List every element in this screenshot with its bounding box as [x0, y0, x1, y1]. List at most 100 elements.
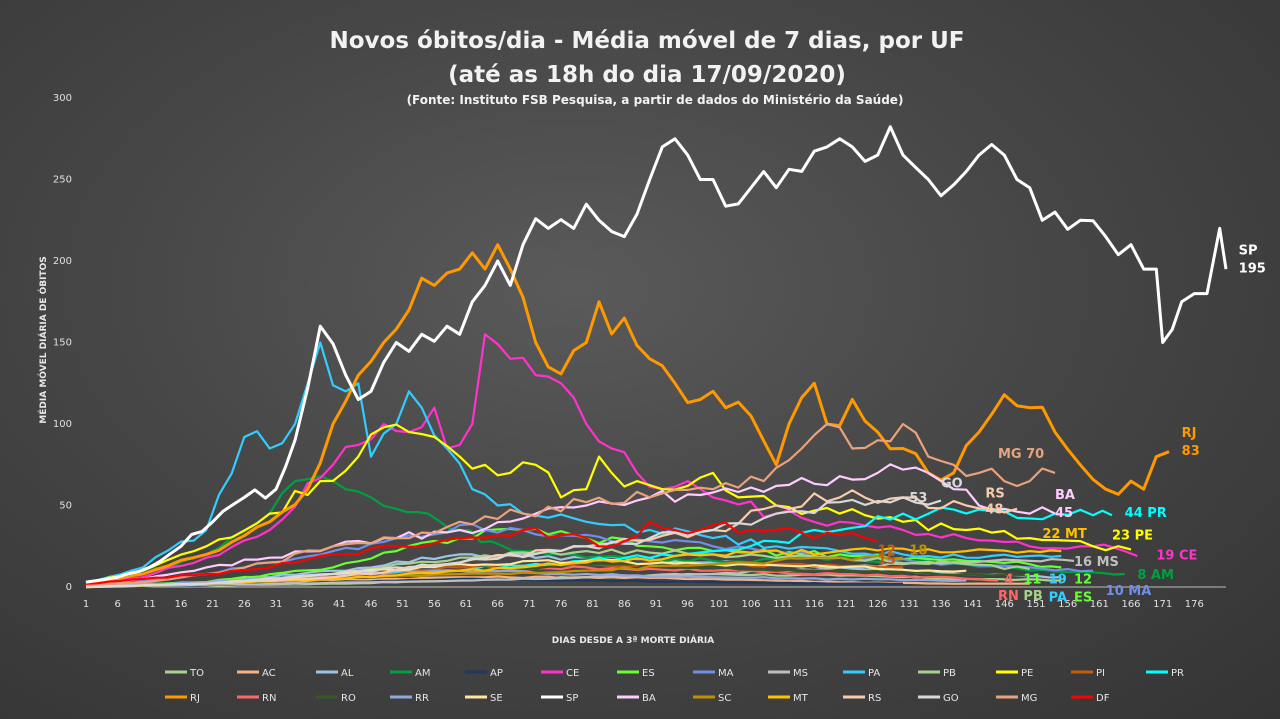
- x-tick-label: 111: [773, 599, 792, 610]
- y-tick-label: 200: [53, 256, 72, 267]
- x-tick-label: 56: [428, 599, 441, 610]
- x-tick-label: 81: [586, 599, 599, 610]
- end-label: RN: [998, 589, 1019, 604]
- y-tick-label: 50: [59, 501, 72, 512]
- y-axis-label: MÉDIA MÓVEL DIÁRIA DE ÓBITOS: [37, 256, 49, 423]
- legend-label: RS: [868, 693, 881, 704]
- series-line-rr: [85, 569, 967, 589]
- legend-label: RJ: [190, 693, 200, 704]
- x-tick-label: 71: [523, 599, 536, 610]
- x-tick-label: 161: [1090, 599, 1109, 610]
- x-tick-label: 131: [900, 599, 919, 610]
- x-tick-label: 171: [1153, 599, 1172, 610]
- legend-label: MS: [793, 668, 808, 679]
- y-tick-label: 0: [66, 582, 72, 593]
- x-tick-label: 151: [1026, 599, 1045, 610]
- y-tick-label: 250: [53, 175, 72, 186]
- legend-label: SC: [718, 693, 731, 704]
- end-label-value: 195: [1239, 261, 1266, 276]
- legend-label: PA: [868, 668, 880, 679]
- x-tick-label: 41: [333, 599, 346, 610]
- x-axis-label: DIAS DESDE A 3ª MORTE DIÁRIA: [552, 634, 714, 646]
- y-tick-label: 150: [53, 338, 72, 349]
- x-tick-label: 76: [555, 599, 568, 610]
- x-tick-label: 6: [114, 599, 120, 610]
- x-axis-ticks: 1 6 11 16 21 26 31 36 41 46 51 56 61 66 71 76 81 86 91 96 10…: [83, 599, 1204, 610]
- x-tick-label: 21: [206, 599, 219, 610]
- end-label: PA: [1049, 591, 1067, 606]
- legend-label: DF: [1096, 693, 1110, 704]
- legend-label: TO: [189, 668, 204, 679]
- legend-label: RR: [415, 693, 429, 704]
- legend-label: PI: [1096, 668, 1105, 679]
- end-label: 22 MT: [1042, 527, 1087, 542]
- x-tick-label: 51: [396, 599, 409, 610]
- series-line-sp: [85, 125, 1228, 584]
- x-tick-label: 66: [491, 599, 504, 610]
- legend-label: AC: [262, 668, 276, 679]
- end-label: 23 PE: [1112, 529, 1153, 544]
- legend-label: CE: [566, 668, 579, 679]
- y-axis-ticks: 0 50 100 150 200 250 300: [53, 93, 72, 593]
- end-label-value: 83: [1182, 444, 1200, 459]
- legend-label: MT: [793, 693, 809, 704]
- legend-label: BA: [642, 693, 656, 704]
- end-label: 12: [878, 543, 896, 558]
- legend-label: AM: [415, 668, 430, 679]
- legend-label: MA: [718, 668, 734, 679]
- x-tick-label: 16: [175, 599, 188, 610]
- end-label: 4: [1004, 573, 1013, 588]
- x-tick-label: 121: [836, 599, 855, 610]
- chart-subtitle: (Fonte: Instituto FSB Pesquisa, a partir…: [407, 93, 904, 107]
- legend-label: AL: [341, 668, 354, 679]
- end-label: GO: [941, 477, 963, 492]
- x-tick-label: 116: [805, 599, 824, 610]
- y-tick-label: 100: [53, 419, 72, 430]
- end-label: 53: [909, 491, 927, 506]
- end-labels: SP 195 RJ 83 MG 70 GO 53 RS 48 BA 45 44 PR 22 MT 23 P…: [878, 243, 1266, 605]
- end-label: RS: [985, 486, 1004, 501]
- end-label: BA: [1055, 488, 1075, 503]
- legend-label: GO: [943, 693, 959, 704]
- legend-label: RO: [341, 693, 356, 704]
- x-tick-label: 141: [963, 599, 982, 610]
- legend-label: PE: [1021, 668, 1033, 679]
- series-line-ce: [85, 333, 1138, 585]
- end-label: 15: [878, 553, 896, 568]
- grid: [86, 586, 1226, 588]
- x-tick-label: 31: [270, 599, 283, 610]
- x-tick-label: 96: [681, 599, 694, 610]
- chart-title: Novos óbitos/dia - Média móvel de 7 dias…: [329, 28, 964, 54]
- chart-title-line2: (até as 18h do dia 17/09/2020): [448, 62, 846, 88]
- end-label: 19 CE: [1156, 548, 1197, 563]
- legend-label: MG: [1021, 693, 1037, 704]
- end-label: ES: [1074, 591, 1092, 606]
- x-tick-label: 26: [238, 599, 251, 610]
- end-label: 18: [909, 543, 927, 558]
- series-line-ba: [85, 463, 1056, 587]
- legend-label: SE: [490, 693, 503, 704]
- end-label: RJ: [1182, 426, 1197, 441]
- series-line-rj: [85, 243, 1170, 586]
- end-label: MG 70: [998, 447, 1044, 462]
- legend-label: PR: [1171, 668, 1184, 679]
- x-tick-label: 166: [1121, 599, 1140, 610]
- legend-label: RN: [262, 693, 276, 704]
- end-label: SP: [1239, 243, 1258, 258]
- series-lines: [85, 125, 1228, 589]
- end-label: 16 MS: [1074, 555, 1119, 570]
- series-line-mg: [85, 422, 1056, 587]
- end-label: PB: [1023, 589, 1042, 604]
- series-line-pa: [85, 341, 1062, 584]
- x-tick-label: 106: [741, 599, 760, 610]
- end-label: 12: [1074, 573, 1092, 588]
- legend-label: PB: [943, 668, 956, 679]
- series-line-pe: [85, 423, 1132, 585]
- x-tick-label: 146: [995, 599, 1014, 610]
- series-line-df: [85, 520, 878, 585]
- x-tick-label: 86: [618, 599, 631, 610]
- end-label: 8 AM: [1137, 568, 1174, 583]
- x-tick-label: 36: [301, 599, 314, 610]
- end-label: 48: [985, 503, 1003, 518]
